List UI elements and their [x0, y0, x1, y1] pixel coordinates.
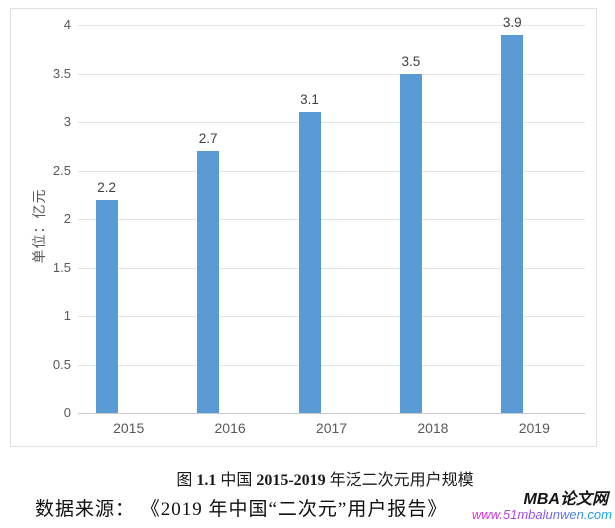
bar-value-label: 2.2 [97, 179, 117, 195]
x-tick-label: 2018 [417, 420, 449, 436]
x-tick-label: 2016 [214, 420, 246, 436]
bar [399, 73, 422, 413]
bar-value-label: 3.1 [300, 92, 319, 108]
caption-segment: 2015-2019 [256, 472, 326, 489]
gridline [78, 219, 585, 220]
y-tick-label: 3 [63, 114, 71, 129]
watermark-site-name: MBA论文网 [523, 491, 608, 508]
gridline [78, 170, 585, 172]
bar-value-label: 3.5 [401, 53, 421, 69]
x-tick-label: 2017 [315, 420, 348, 436]
bar [501, 34, 524, 413]
y-tick-label: 2.5 [52, 162, 71, 178]
x-axis-line [78, 413, 585, 414]
gridline [78, 364, 585, 366]
y-tick-label: 2 [63, 211, 71, 226]
watermark-site-url: www.51mbalunwen.com [471, 507, 612, 522]
figure-caption: 图 1.1 中国 2015-2019 年泛二次元用户规模 [35, 466, 615, 490]
caption-segment: 中国 [216, 472, 257, 489]
data-source-text: 数据来源： 《2019 年中国“二次元”用户报告》 [35, 499, 448, 520]
caption-segment: 图 [176, 472, 197, 489]
bar [95, 199, 118, 413]
x-tick-label: 2019 [518, 420, 550, 436]
y-tick-label: 4 [63, 17, 71, 32]
y-tick-label: 1 [63, 308, 71, 323]
gridline [78, 122, 585, 123]
y-tick-label: 1.5 [52, 259, 71, 275]
y-tick-label: 0.5 [52, 356, 71, 372]
gridline [78, 73, 585, 75]
y-tick-label: 3.5 [52, 65, 71, 81]
gridline [78, 25, 585, 26]
bar [298, 112, 321, 413]
bar-value-label: 2.7 [198, 131, 218, 147]
bar-value-label: 3.9 [502, 14, 522, 30]
x-tick-label: 2015 [113, 420, 145, 436]
caption-segment: 年泛二次元用户规模 [325, 472, 474, 489]
gridline [78, 316, 585, 317]
gridline [78, 267, 585, 269]
y-tick-label: 0 [63, 405, 71, 420]
bar-chart: 单位：亿元 0 0.5 1 1.5 2 2.5 3 3.5 4 2.2 2015 2.7 2016 3.1… [10, 8, 597, 447]
bar [197, 151, 220, 413]
caption-segment: 1.1 [196, 472, 217, 489]
